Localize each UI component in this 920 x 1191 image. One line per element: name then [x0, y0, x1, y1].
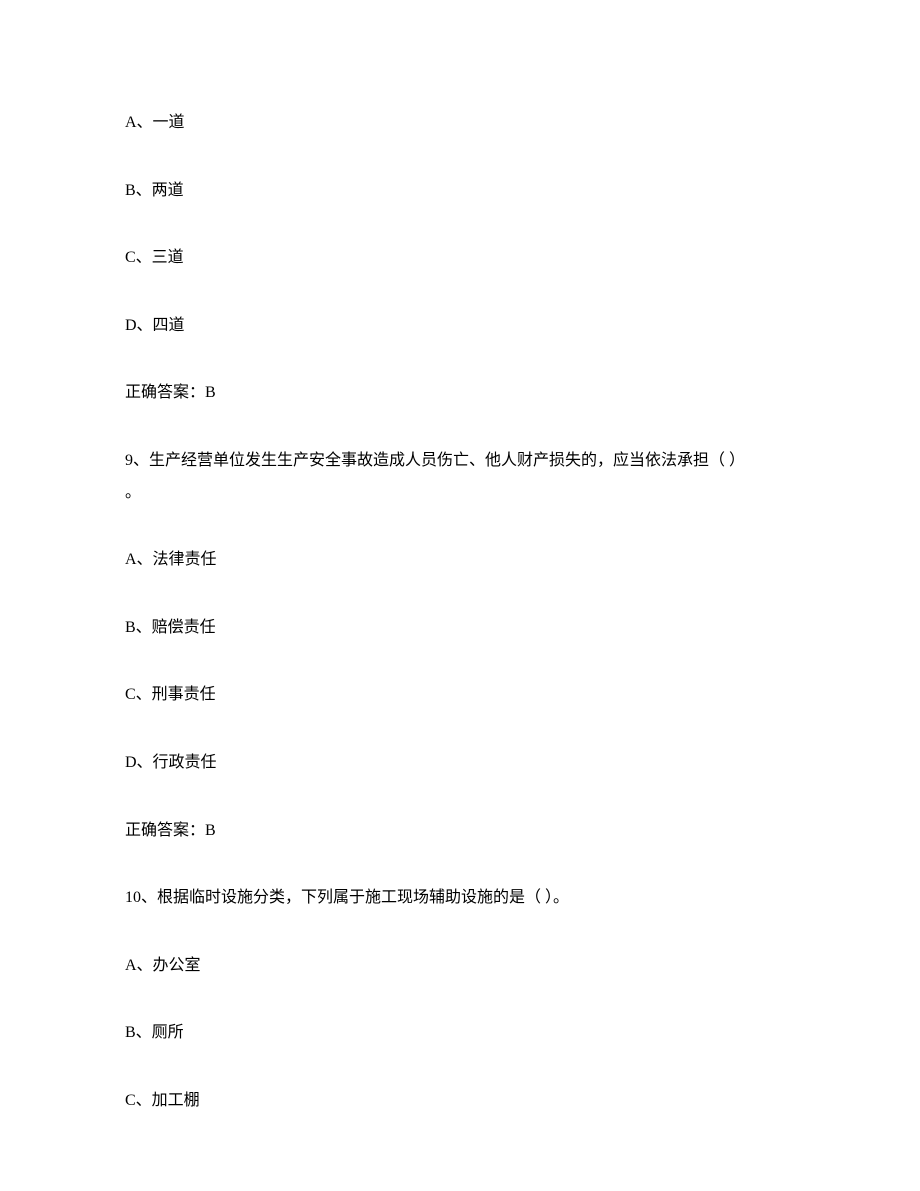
q10-option-b: B、厕所	[125, 1020, 795, 1046]
q9-stem-line2: 。	[125, 480, 795, 506]
q9-option-a: A、法律责任	[125, 547, 795, 573]
q8-option-b: B、两道	[125, 178, 795, 204]
q10-option-a: A、办公室	[125, 953, 795, 979]
q8-option-c: C、三道	[125, 245, 795, 271]
q9-stem-line1: 9、生产经营单位发生生产安全事故造成人员伤亡、他人财产损失的，应当依法承担（ ）	[125, 448, 795, 474]
q9-option-d: D、行政责任	[125, 750, 795, 776]
q9-option-b: B、赔偿责任	[125, 615, 795, 641]
q10-stem: 10、根据临时设施分类，下列属于施工现场辅助设施的是（ ）。	[125, 885, 795, 911]
q9-option-c: C、刑事责任	[125, 682, 795, 708]
q8-answer: 正确答案：B	[125, 380, 795, 406]
q9-answer: 正确答案：B	[125, 818, 795, 844]
document-content: A、一道 B、两道 C、三道 D、四道 正确答案：B 9、生产经营单位发生生产安…	[0, 0, 920, 1114]
q8-option-d: D、四道	[125, 313, 795, 339]
q10-option-c: C、加工棚	[125, 1088, 795, 1114]
q8-option-a: A、一道	[125, 110, 795, 136]
